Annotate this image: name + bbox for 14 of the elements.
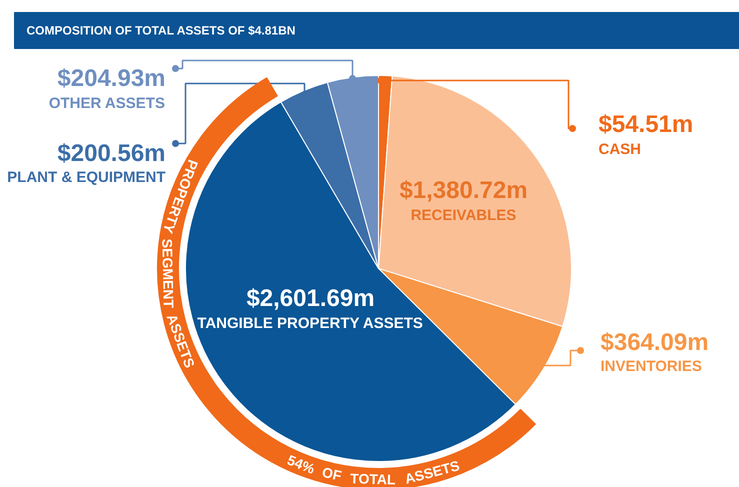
slice-label: RECEIVABLES xyxy=(410,207,516,224)
slice-label: CASH xyxy=(598,141,642,158)
data-label: $204.93m xyxy=(57,65,166,92)
data-label: $200.56m xyxy=(57,140,166,167)
data-label: $2,601.69m xyxy=(246,285,375,312)
data-label: $1,380.72m xyxy=(399,177,528,204)
data-label: $364.09m xyxy=(600,329,709,356)
slice-label: PLANT & EQUIPMENT xyxy=(7,169,166,186)
data-label: $54.51m xyxy=(598,111,694,138)
slice-label: TANGIBLE PROPERTY ASSETS xyxy=(197,315,423,332)
slice-label: INVENTORIES xyxy=(600,358,702,375)
slice-label: OTHER ASSETS xyxy=(48,95,165,112)
chart-title: COMPOSITION OF TOTAL ASSETS OF $4.81BN xyxy=(26,24,296,38)
text: 54% OF TOTAL ASSETS xyxy=(285,452,462,487)
